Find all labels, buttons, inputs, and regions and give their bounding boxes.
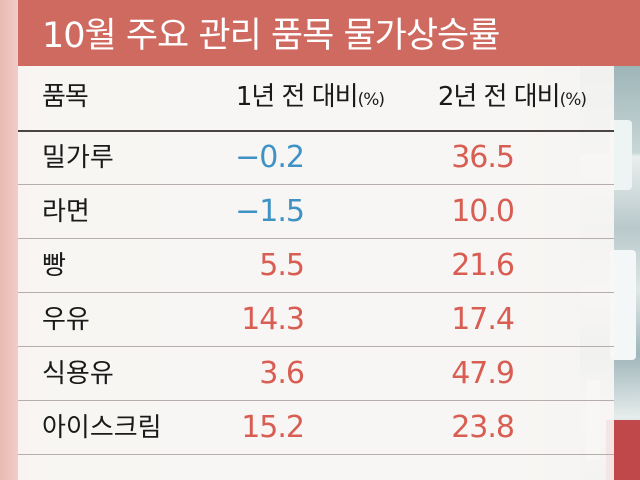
row-value-2yr: 21.6 bbox=[451, 248, 515, 283]
column-header-2yr: 2년 전 대비(%) bbox=[437, 82, 587, 112]
row-value-2yr: 17.4 bbox=[451, 302, 515, 337]
table-row: 라면 −1.5 10.0 bbox=[18, 188, 614, 236]
title-banner: 10월 주요 관리 품목 물가상승률 bbox=[18, 0, 640, 66]
table-row: 식용유 3.6 47.9 bbox=[18, 350, 614, 398]
row-divider bbox=[18, 238, 614, 239]
table-row: 밀가루 −0.2 36.5 bbox=[18, 134, 614, 182]
row-divider bbox=[18, 454, 614, 455]
row-item-name: 식용유 bbox=[42, 359, 114, 389]
row-divider bbox=[18, 184, 614, 185]
column-header-1yr: 1년 전 대비(%) bbox=[235, 82, 385, 112]
row-value-1yr: 14.3 bbox=[241, 302, 305, 337]
row-item-name: 빵 bbox=[42, 251, 66, 281]
row-value-1yr: 3.6 bbox=[259, 356, 305, 391]
background-bottle bbox=[610, 250, 636, 360]
row-divider bbox=[18, 400, 614, 401]
row-item-name: 밀가루 bbox=[42, 143, 114, 173]
table-header-row: 품목 1년 전 대비(%) 2년 전 대비(%) bbox=[18, 73, 614, 121]
table-panel bbox=[18, 66, 614, 480]
row-item-name: 아이스크림 bbox=[42, 413, 162, 443]
row-value-2yr: 47.9 bbox=[451, 356, 515, 391]
row-divider bbox=[18, 346, 614, 347]
row-value-2yr: 10.0 bbox=[451, 194, 515, 229]
row-value-2yr: 23.8 bbox=[451, 410, 515, 445]
row-divider bbox=[18, 292, 614, 293]
row-value-1yr: −1.5 bbox=[235, 194, 305, 229]
table-row: 우유 14.3 17.4 bbox=[18, 296, 614, 344]
row-value-1yr: −0.2 bbox=[235, 140, 305, 175]
column-header-item: 품목 bbox=[42, 82, 89, 112]
row-value-2yr: 36.5 bbox=[451, 140, 515, 175]
page-title: 10월 주요 관리 품목 물가상승률 bbox=[42, 16, 500, 56]
row-item-name: 우유 bbox=[42, 305, 90, 335]
row-value-1yr: 15.2 bbox=[241, 410, 305, 445]
row-item-name: 라면 bbox=[42, 197, 90, 227]
header-divider bbox=[18, 130, 614, 132]
table-row: 아이스크림 15.2 23.8 bbox=[18, 404, 614, 452]
row-value-1yr: 5.5 bbox=[259, 248, 305, 283]
background-bottle bbox=[610, 120, 632, 190]
table-row: 빵 5.5 21.6 bbox=[18, 242, 614, 290]
